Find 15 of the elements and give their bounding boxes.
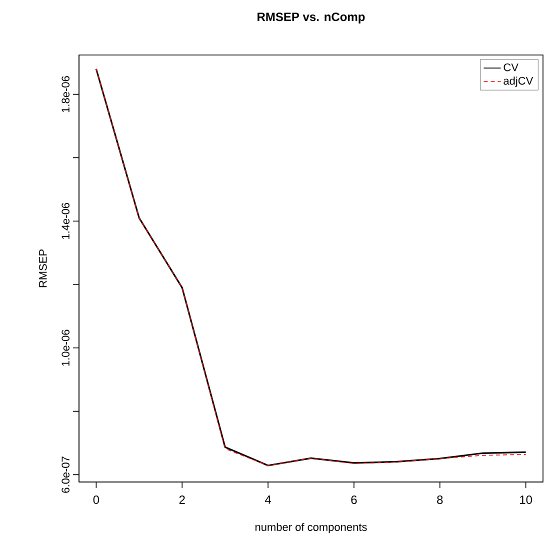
legend-label: CV — [504, 63, 518, 72]
x-tick-label: 6 — [351, 496, 357, 504]
x-tick-label: 10 — [520, 496, 532, 504]
chart-title: RMSEP vs. nComp — [258, 12, 365, 24]
y-tick-label: 1.4e-06 — [62, 202, 70, 239]
y-tick-label: 6.0e-07 — [62, 456, 70, 493]
legend-label: adjCV — [504, 76, 534, 87]
x-tick-label: 4 — [264, 496, 272, 504]
y-axis-title: RMSEP — [39, 250, 47, 288]
y-tick-label: 1.0e-06 — [62, 330, 70, 366]
x-tick-label: 8 — [437, 496, 443, 504]
x-tick-label: 2 — [179, 496, 185, 504]
x-axis-title: number of components — [255, 522, 367, 534]
y-tick-label: 1.8e-06 — [62, 76, 70, 112]
x-tick-label: 0 — [93, 496, 100, 504]
